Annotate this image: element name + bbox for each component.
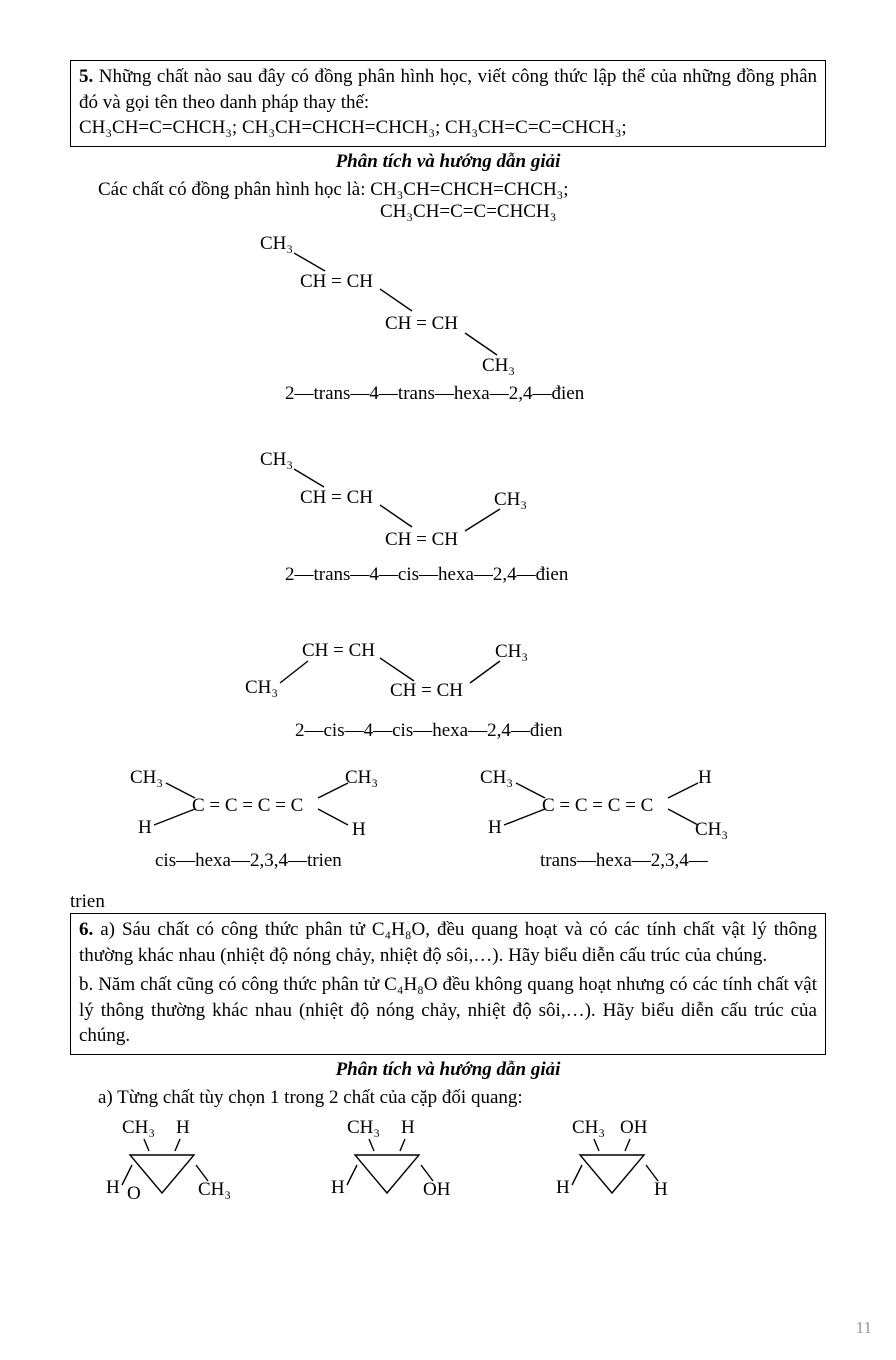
d3-chch1: CH = CH	[302, 640, 375, 661]
c3-bl: H	[556, 1177, 570, 1198]
d5-ch3r: CH₃	[695, 819, 728, 840]
d2-ch3b: CH₃	[494, 489, 527, 510]
d5-center: C = C = C = C	[542, 795, 653, 816]
d2-chch1: CH = CH	[300, 487, 373, 508]
c1-tr: H	[176, 1117, 190, 1138]
d1-caption: 2—trans—4—trans—hexa—2,4—đien	[285, 383, 585, 404]
answer5-line2: CH₃CH=C=C=CHCH₃	[70, 201, 826, 223]
q5-text: Những chất nào sau đây có đồng phân hình…	[79, 66, 817, 113]
c1-bl: H	[106, 1177, 120, 1198]
c3-br: H	[654, 1179, 668, 1200]
diagram-1: CH₃ CH = CH CH = CH CH₃ 2—trans—4—trans—…	[70, 229, 826, 415]
question-5-box: 5. Những chất nào sau đây có đồng phân h…	[70, 60, 826, 147]
d3-chch2: CH = CH	[390, 680, 463, 701]
d4-center: C = C = C = C	[192, 795, 303, 816]
d4-hl: H	[138, 817, 152, 838]
trien-continuation: trien	[70, 891, 826, 913]
d3-caption: 2—cis—4—cis—hexa—2,4—đien	[295, 720, 563, 741]
c3-tl: CH₃	[572, 1117, 605, 1138]
c2-tr: H	[401, 1117, 415, 1138]
diagram-2: CH₃ CH = CH CH = CH CH₃ 2—trans—4—cis—he…	[70, 445, 826, 601]
q6-partA: a) Sáu chất có công thức phân tử C₄H₈O, …	[79, 919, 817, 966]
d1-chch1: CH = CH	[300, 271, 373, 292]
d4-ch3l: CH₃	[130, 767, 163, 788]
d1-ch3b: CH₃	[482, 355, 515, 376]
d2-chch2: CH = CH	[385, 529, 458, 550]
answer5-line1: Các chất có đồng phân hình học là: CH₃CH…	[70, 179, 826, 201]
c2-bl: H	[331, 1177, 345, 1198]
d5-hr: H	[698, 767, 712, 788]
answer6-line1: a) Từng chất tùy chọn 1 trong 2 chất của…	[70, 1087, 826, 1109]
analysis-heading-1: Phân tích và hướng dẫn giải	[70, 151, 826, 173]
d5-hl: H	[488, 817, 502, 838]
d4-ch3r: CH₃	[345, 767, 378, 788]
d3-ch3a: CH₃	[245, 677, 278, 698]
d5-ch3l: CH₃	[480, 767, 513, 788]
page-number: 11	[856, 1318, 872, 1338]
d1-ch3a: CH₃	[260, 233, 293, 254]
d2-caption: 2—trans—4—cis—hexa—2,4—đien	[285, 564, 569, 585]
c1-blo: O	[127, 1183, 141, 1204]
q5-number: 5.	[79, 66, 93, 87]
c1-tl: CH₃	[122, 1117, 155, 1138]
c1-br: CH₃	[198, 1179, 231, 1200]
d5-caption: trans—hexa—2,3,4—	[540, 850, 709, 871]
question-6-box: 6. a) Sáu chất có công thức phân tử C₄H₈…	[70, 913, 826, 1055]
d2-ch3a: CH₃	[260, 449, 293, 470]
c2-tl: CH₃	[347, 1117, 380, 1138]
q6-partB: b. Năm chất cũng có công thức phân tử C₄…	[79, 972, 817, 1049]
c3-tr: OH	[620, 1117, 648, 1138]
cyclopropane-row: CH₃ H H O CH₃ CH₃ H H OH CH₃ OH	[70, 1115, 826, 1216]
diagram-3: CH₃ CH = CH CH = CH CH₃ 2—cis—4—cis—hexa…	[70, 631, 826, 757]
q6-number: 6.	[79, 919, 93, 940]
d4-caption: cis—hexa—2,3,4—trien	[155, 850, 342, 871]
diagram-4-5: CH₃ H C = C = C = C CH₃ H cis—hexa—2,3,4…	[70, 763, 826, 889]
d1-chch2: CH = CH	[385, 313, 458, 334]
analysis-heading-2: Phân tích và hướng dẫn giải	[70, 1059, 826, 1081]
c2-br: OH	[423, 1179, 451, 1200]
q5-formulas: CH₃CH=C=CHCH₃; CH₃CH=CHCH=CHCH₃; CH₃CH=C…	[79, 115, 817, 141]
d3-ch3b: CH₃	[495, 641, 528, 662]
d4-hr: H	[352, 819, 366, 840]
